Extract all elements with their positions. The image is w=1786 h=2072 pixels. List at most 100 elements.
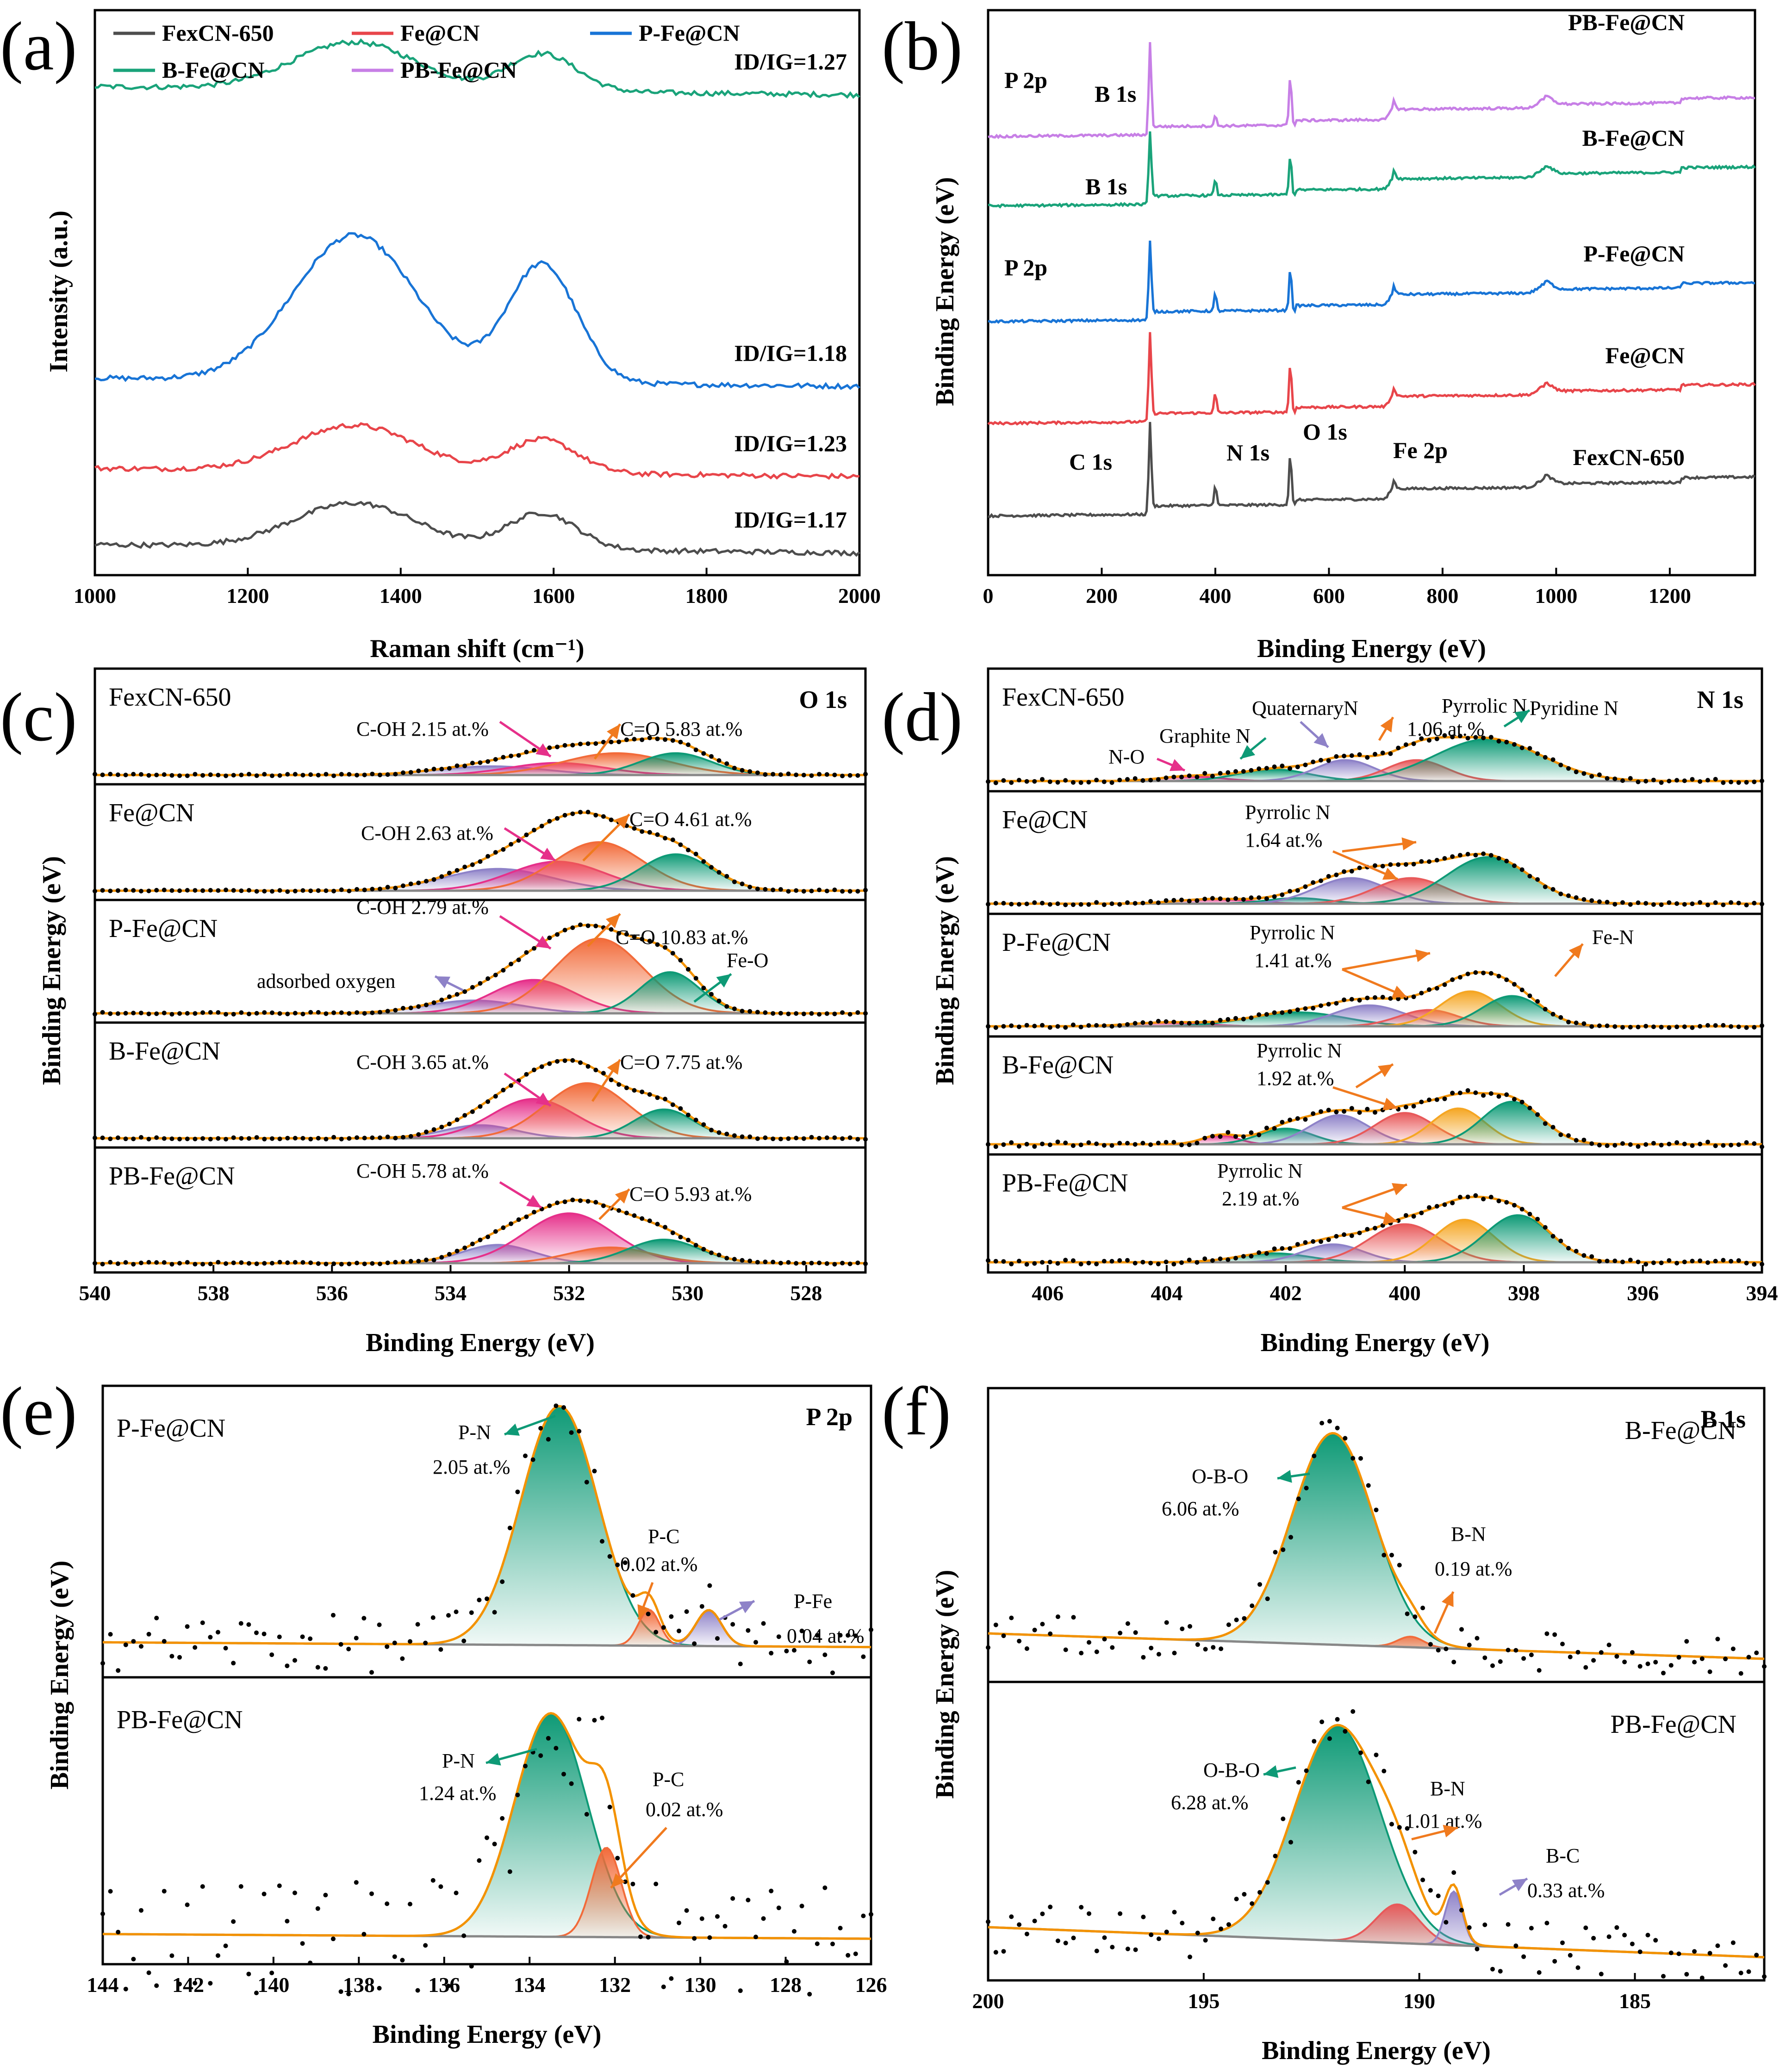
data-point [131,1136,136,1141]
arrow [582,813,630,862]
x-tick-label: 530 [672,1281,703,1305]
data-point [439,767,444,772]
data-point [1721,780,1726,785]
data-point [847,1012,853,1017]
data-point [993,1144,998,1149]
data-point [1488,1195,1494,1200]
data-point [1527,874,1532,879]
data-point [1365,1107,1370,1111]
data-point [1303,884,1308,889]
data-point [308,888,313,893]
data-point [794,1011,799,1016]
data-point [1544,1631,1550,1636]
data-point [385,772,390,777]
data-point [1063,1141,1068,1145]
data-point [1164,1929,1169,1935]
data-point [1140,1020,1145,1025]
plot-frame-d [987,667,1763,1274]
sample-name-label: PB-Fe@CN [1610,1710,1736,1739]
data-point [1343,1729,1348,1734]
survey-line-P-Fe@CN [988,240,1755,324]
raw-data-points [100,1403,873,1675]
data-point [1180,1626,1185,1632]
data-point [1009,1140,1014,1145]
data-point [439,1124,444,1129]
series-name-label: PB-Fe@CN [1568,9,1685,35]
arrow [1499,1877,1528,1896]
data-point [716,999,722,1004]
data-point [1009,1914,1014,1919]
data-point [840,1136,845,1141]
data-point [832,772,837,777]
data-point [1055,1024,1060,1029]
data-point [446,1613,451,1618]
data-point [815,1633,820,1638]
data-point [1156,1936,1161,1942]
peak-label-P2p: P 2p [1004,67,1047,93]
series-name-label: B-Fe@CN [1582,125,1685,151]
peak-annotation: N-O [1108,745,1145,768]
data-point [331,773,336,778]
data-point [678,739,683,744]
arrow-head [535,743,551,757]
data-point [93,772,97,777]
data-point [1125,1258,1130,1263]
data-point [1427,859,1431,864]
data-point [507,1526,512,1531]
data-point [277,888,282,893]
data-point [408,1259,413,1264]
data-point [1659,902,1664,907]
data-point [786,771,791,776]
data-point [208,1261,213,1266]
data-point [1172,1910,1177,1915]
data-point [647,1218,652,1223]
data-point [316,1135,321,1141]
data-point [138,888,143,893]
data-point [616,1082,622,1087]
data-point [784,1959,789,1964]
data-point [730,1896,735,1901]
data-point [385,1901,390,1906]
peak-annotation: 0.33 at.% [1527,1879,1605,1902]
data-point [323,1666,328,1671]
data-point [1643,901,1649,906]
data-point [622,1560,628,1565]
data-point [1280,1010,1285,1015]
x-tick-label: 400 [1199,584,1231,608]
data-point [431,877,436,882]
arrow-head [435,976,451,988]
component-area [988,1224,1762,1262]
data-point [1543,1225,1548,1230]
data-point [1001,1024,1006,1029]
data-point [663,945,668,950]
data-point [1682,778,1687,783]
component-area [988,1904,1764,1957]
data-point [523,1763,528,1768]
data-point [847,773,853,778]
data-point [1589,1024,1594,1029]
data-point [424,879,429,884]
data-point [123,1260,128,1265]
data-point [385,1644,390,1649]
data-point [1535,1112,1540,1117]
data-point [538,1753,543,1758]
data-point [146,1632,151,1637]
data-point [670,738,675,743]
data-point [1723,1656,1728,1662]
data-point [1319,1109,1323,1114]
data-point [1715,1637,1720,1642]
data-point [562,813,567,818]
data-point [532,946,536,951]
data-point [1527,1211,1532,1216]
data-point [277,773,282,778]
data-point [1482,1922,1487,1927]
data-point [415,1622,420,1627]
data-point [1071,1615,1076,1620]
raw-data-points [986,1419,1767,1676]
arrow-head [605,914,620,929]
data-point [530,1457,535,1462]
data-point [692,1936,697,1941]
x-tick-label: 538 [198,1281,230,1305]
data-point [593,1200,598,1205]
data-point [146,1011,151,1017]
